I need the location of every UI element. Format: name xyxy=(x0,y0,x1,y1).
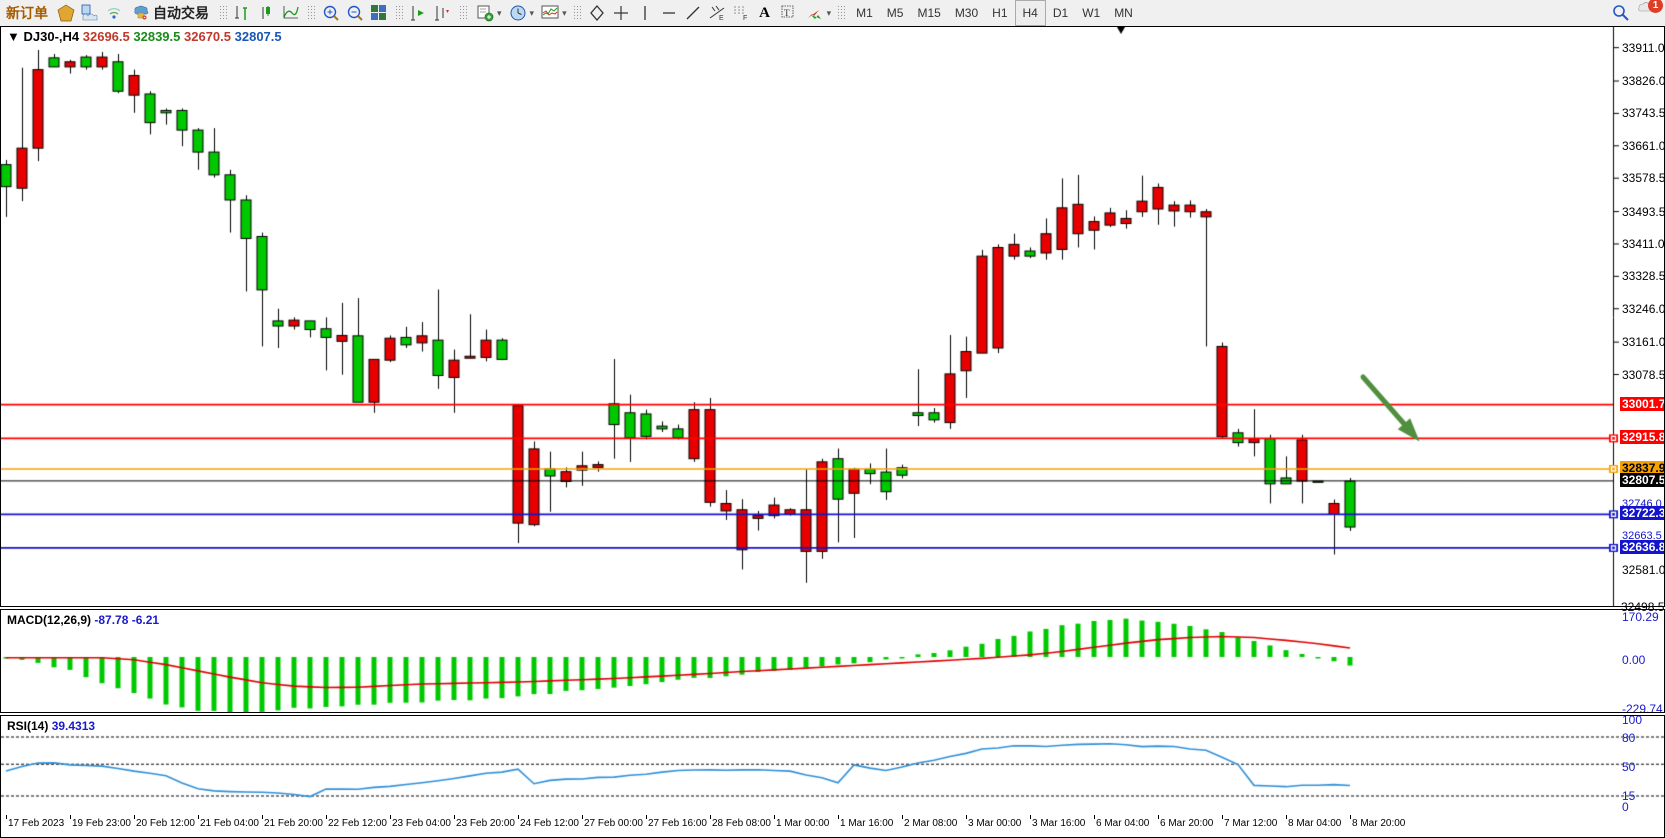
svg-text:F: F xyxy=(743,15,747,22)
svg-text:E: E xyxy=(719,15,724,22)
svg-text:T: T xyxy=(784,8,790,18)
